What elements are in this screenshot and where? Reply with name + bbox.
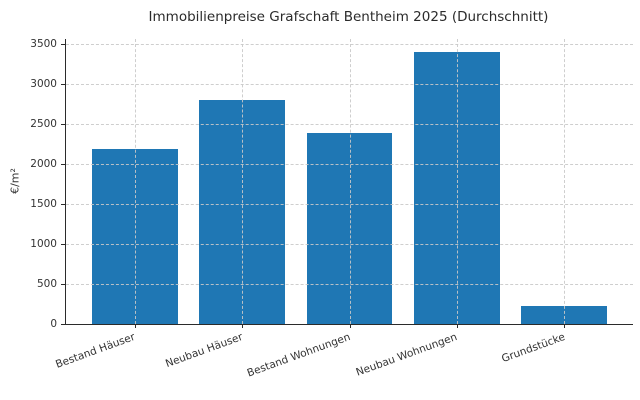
x-tick-mark: [564, 324, 566, 328]
y-tick-label: 0: [50, 318, 57, 330]
chart-title: Immobilienpreise Grafschaft Bentheim 202…: [148, 9, 549, 25]
y-tick-mark: [61, 124, 65, 126]
y-tick-label: 2000: [30, 158, 57, 171]
y-tick-label: 3500: [30, 38, 57, 51]
y-tick-label: 2500: [30, 118, 57, 131]
v-gridline: [564, 39, 566, 324]
y-tick-mark: [61, 244, 65, 246]
v-gridline: [242, 39, 244, 324]
y-tick-label: 500: [36, 278, 57, 291]
v-gridline: [134, 39, 136, 324]
y-tick-mark: [61, 284, 65, 286]
y-tick-label: 1500: [30, 198, 57, 211]
y-tick-mark: [61, 164, 65, 166]
x-tick-mark: [242, 324, 244, 328]
y-tick-mark: [61, 44, 65, 46]
y-tick-label: 1000: [30, 238, 57, 251]
y-tick-label: 3000: [30, 78, 57, 91]
v-gridline: [456, 39, 458, 324]
x-tick-mark: [349, 324, 351, 328]
y-tick-mark: [61, 84, 65, 86]
x-tick-mark: [456, 324, 458, 328]
y-axis-label: €/m²: [8, 168, 22, 194]
v-gridline: [349, 39, 351, 324]
y-tick-mark: [61, 204, 65, 206]
y-tick-mark: [61, 324, 65, 325]
plot-area: 0 500 1000 1500 2000 2500 3000 3500 Bestand Häus…: [30, 38, 633, 380]
x-tick-mark: [134, 324, 136, 328]
